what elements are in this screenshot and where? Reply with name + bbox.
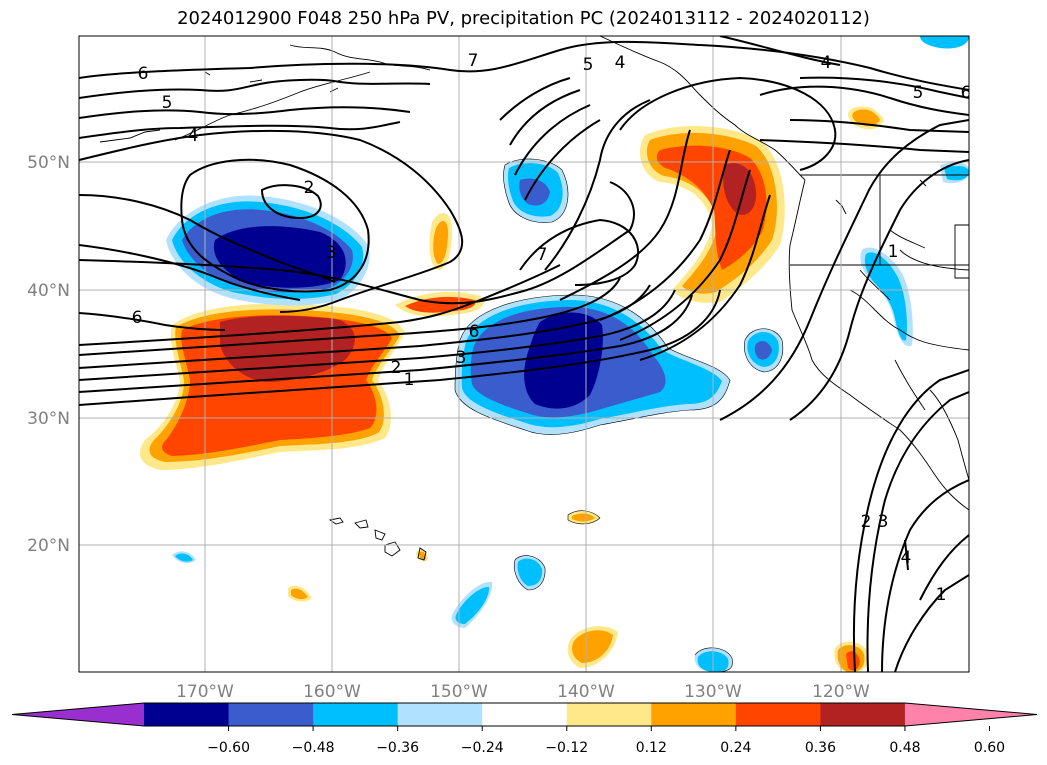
colorbar-tick-label: −0.12 bbox=[545, 740, 588, 756]
contour-label: 2 bbox=[861, 512, 872, 532]
contour-label: 2 bbox=[304, 178, 315, 198]
contour-label: 7 bbox=[468, 51, 479, 71]
contour-label: 1 bbox=[936, 585, 947, 605]
colorbar-swatch bbox=[820, 703, 906, 726]
colorbar-tick-label: 0.12 bbox=[636, 740, 667, 756]
map-plot-area: 6 5 4 7 5 4 4 5 6 2 3 7 6 6 2 3 1 1 2 3 … bbox=[79, 36, 972, 672]
map-frame bbox=[78, 35, 970, 673]
colorbar-swatch bbox=[735, 703, 821, 726]
contour-label: 5 bbox=[913, 83, 924, 103]
colorbar-tick-label: 0.36 bbox=[805, 740, 836, 756]
colorbar-tick-label: 0.48 bbox=[889, 740, 920, 756]
colorbar-tick-label: 0.24 bbox=[720, 740, 751, 756]
latitude-labels: 50°N 40°N 30°N 20°N bbox=[27, 153, 70, 556]
contour-label: 4 bbox=[615, 53, 626, 73]
lat-label: 50°N bbox=[27, 153, 70, 173]
contour-label: 4 bbox=[821, 53, 832, 73]
map-title: 2024012900 F048 250 hPa PV, precipitatio… bbox=[177, 8, 870, 29]
positive-anomaly-west bbox=[140, 212, 484, 470]
colorbar-swatch bbox=[144, 703, 230, 726]
contour-label: 4 bbox=[188, 126, 199, 146]
colorbar-tick-label: −0.60 bbox=[207, 740, 250, 756]
negative-anomaly-small-cells bbox=[172, 36, 969, 672]
contour-label: 6 bbox=[469, 322, 480, 342]
contour-label: 3 bbox=[326, 243, 337, 263]
colorbar-outline bbox=[11, 702, 1037, 727]
colorbar-swatch bbox=[313, 703, 399, 726]
lon-label: 150°W bbox=[430, 682, 488, 702]
colorbar-swatch bbox=[651, 703, 737, 726]
contour-label: 2 bbox=[391, 358, 402, 378]
contour-label: 4 bbox=[901, 548, 912, 568]
cell-outlines bbox=[454, 158, 784, 672]
lon-label: 120°W bbox=[812, 682, 870, 702]
contour-label: 5 bbox=[162, 93, 173, 113]
contour-label: 5 bbox=[583, 55, 594, 75]
colorbar: −0.60 −0.48 −0.36 −0.24 −0.12 0.12 0.24 0.36 0.4… bbox=[11, 702, 1037, 756]
contour-label: 6 bbox=[961, 83, 972, 103]
colorbar-tick-label: 0.60 bbox=[974, 740, 1005, 756]
colorbar-swatch bbox=[482, 703, 568, 726]
colorbar-extend-max bbox=[904, 703, 1037, 726]
lon-label: 170°W bbox=[176, 682, 234, 702]
pv-contours bbox=[79, 36, 969, 672]
positive-anomaly-small-cells bbox=[288, 510, 869, 672]
contour-label: 6 bbox=[138, 64, 149, 84]
contour-labels: 6 5 4 7 5 4 4 5 6 2 3 7 6 6 2 3 1 1 2 3 … bbox=[132, 51, 972, 605]
coastlines bbox=[99, 36, 969, 561]
lon-label: 140°W bbox=[557, 682, 615, 702]
lon-label: 160°W bbox=[303, 682, 361, 702]
lat-label: 20°N bbox=[27, 536, 70, 556]
contour-label: 1 bbox=[888, 242, 899, 262]
colorbar-extend-min bbox=[12, 703, 144, 726]
longitude-labels: 170°W 160°W 150°W 140°W 130°W 120°W bbox=[176, 682, 870, 702]
colorbar-swatch bbox=[566, 703, 652, 726]
contour-label: 1 bbox=[404, 370, 415, 390]
contour-label: 3 bbox=[456, 348, 467, 368]
colorbar-swatch bbox=[228, 703, 314, 726]
colorbar-tick-label: −0.48 bbox=[292, 740, 335, 756]
contour-label: 7 bbox=[537, 245, 548, 265]
colorbar-tick-label: −0.24 bbox=[461, 740, 504, 756]
lon-label: 130°W bbox=[684, 682, 742, 702]
lat-label: 40°N bbox=[27, 281, 70, 301]
colorbar-swatch bbox=[397, 703, 483, 726]
contour-label: 6 bbox=[132, 308, 143, 328]
colorbar-tick-label: −0.36 bbox=[376, 740, 419, 756]
negative-anomaly-central bbox=[455, 158, 730, 435]
contour-label: 3 bbox=[878, 512, 889, 532]
lat-label: 30°N bbox=[27, 409, 70, 429]
